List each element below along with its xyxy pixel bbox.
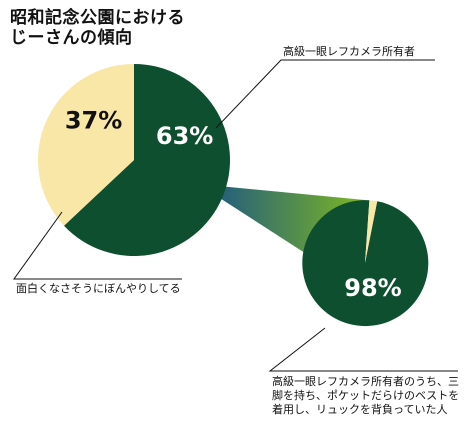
label-camera-owners: 高級一眼レフカメラ所有者 xyxy=(283,44,415,58)
main-pie-slice-idle xyxy=(37,63,134,226)
chart-title-line-2: じーさんの傾向 xyxy=(10,28,133,48)
leader-line-top-right xyxy=(215,59,435,129)
detail-pie-label-98: 98% xyxy=(344,274,401,302)
detail-pie-slice-other xyxy=(365,200,378,263)
main-pie: 63% 37% xyxy=(37,63,230,256)
main-pie-label-63: 63% xyxy=(156,122,213,150)
label-idle: 面白くなさそうにぼんやりしてる xyxy=(16,281,181,295)
leader-line-bottom-left xyxy=(13,211,182,280)
chart-title: 昭和記念公園における じーさんの傾向 xyxy=(10,8,185,48)
detail-pie: 98% xyxy=(302,200,429,327)
chart-title-line-1: 昭和記念公園における xyxy=(10,8,185,28)
leader-line-bottom-right xyxy=(268,327,458,372)
main-pie-label-37: 37% xyxy=(65,107,122,135)
main-pie-slice-camera-owners xyxy=(64,64,230,256)
label-full-gear-line-2: 脚を持ち、ポケットだらけのベストを xyxy=(272,388,459,402)
detail-pie-slice-full-gear xyxy=(302,200,429,327)
label-full-gear-line-1: 高級一眼レフカメラ所有者のうち、三 xyxy=(272,374,459,388)
label-full-gear-line-3: 着用し、リュックを背負っていた人 xyxy=(272,402,447,416)
